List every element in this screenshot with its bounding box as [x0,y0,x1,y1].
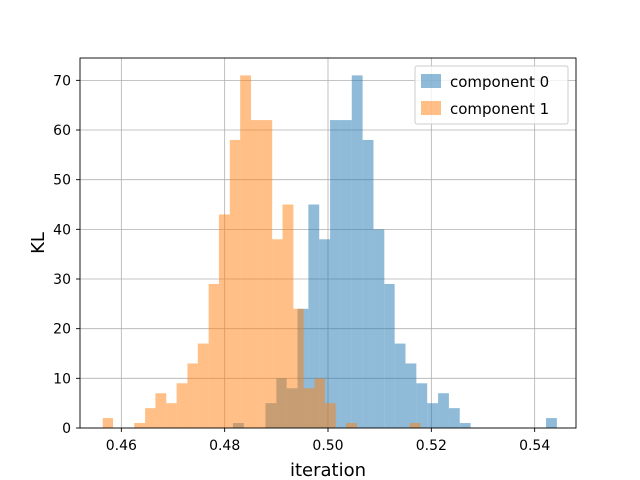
bar-series-1 [176,383,188,428]
x-tick-label: 0.50 [312,438,343,454]
y-axis-label: KL [28,232,49,254]
x-tick-label: 0.52 [416,438,447,454]
bar-series-0 [394,343,406,428]
legend-label: component 0 [450,73,549,91]
y-tick-label: 30 [53,272,71,288]
bar-series-1 [293,308,304,428]
bar-series-0 [330,120,341,428]
bar-series-1 [166,403,177,428]
bar-series-0 [405,363,417,428]
bar-series-0 [362,139,374,429]
bar-series-0 [448,408,460,428]
legend: component 0 component 1 [414,65,569,125]
x-tick-label: 0.46 [106,438,137,454]
bar-series-1 [102,418,114,428]
bar-series-0 [459,423,471,428]
bar-series-0 [373,229,385,428]
bar-series-1 [208,283,219,428]
bar-series-0 [351,75,363,428]
legend-swatch [421,74,441,88]
bar-series-1 [155,393,167,428]
bar-series-0 [308,204,320,428]
bar-series-1 [134,423,146,428]
x-axis-label: iteration [290,460,366,480]
bar-series-0 [427,403,439,428]
y-tick-label: 10 [53,371,71,387]
bar-series-0 [319,239,331,428]
y-tick-label: 60 [53,123,71,139]
bar-series-1 [303,388,315,428]
bar-series-1 [314,378,325,428]
bar-series-1 [218,214,230,428]
bar-series-1 [187,363,198,428]
bar-series-0 [340,120,352,428]
bar-series-1 [324,403,336,428]
y-tick-label: 50 [53,173,71,189]
y-tick-label: 70 [53,73,71,89]
bar-series-0 [416,383,428,428]
histogram-bars [102,75,557,429]
bar-series-1 [261,120,273,428]
bar-series-1 [409,423,421,428]
y-tick-label: 40 [53,222,71,238]
bar-series-1 [240,75,252,428]
bar-series-1 [251,120,262,428]
bar-series-0 [384,283,395,428]
bar-series-1 [282,204,294,428]
legend-swatch [421,101,441,115]
bar-series-1 [346,423,357,428]
y-tick-label: 0 [62,421,71,437]
axes: 0.46 0.48 0.50 0.52 0.54 0 10 20 30 40 50 60 70 [53,57,577,454]
legend-box [414,65,569,125]
legend-label: component 1 [450,100,549,118]
bar-series-0 [546,418,557,428]
bar-series-1 [145,408,156,428]
y-tick-label: 20 [53,322,71,338]
bar-series-1 [197,343,209,428]
bar-series-1 [229,139,241,429]
x-tick-label: 0.54 [519,438,550,454]
bar-series-0 [438,393,449,428]
bar-series-1 [272,239,283,428]
x-tick-label: 0.48 [209,438,240,454]
